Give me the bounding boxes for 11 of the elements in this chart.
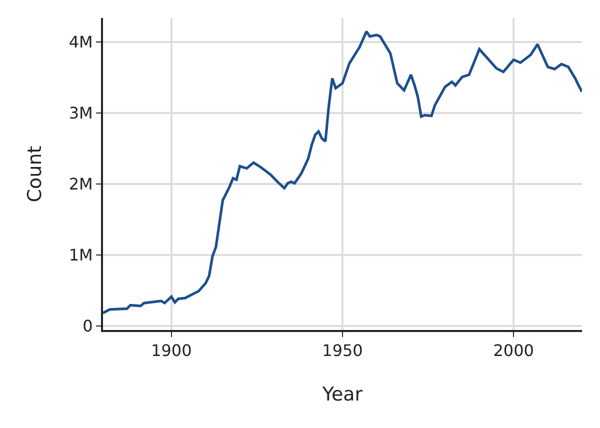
x-axis-title: Year (321, 384, 363, 406)
y-tick-label: 3M (68, 104, 93, 123)
x-tick-label: 2000 (493, 341, 534, 360)
y-tick-label: 0 (82, 316, 93, 336)
x-tick-label: 1950 (322, 341, 363, 360)
line-series (103, 30, 582, 314)
x-tick-label: 1900 (151, 341, 192, 360)
y-tick-label: 2M (68, 174, 93, 194)
y-tick-label: 1M (68, 245, 93, 264)
y-axis-title: Count (24, 146, 46, 202)
y-tick-label: 4M (68, 32, 93, 52)
